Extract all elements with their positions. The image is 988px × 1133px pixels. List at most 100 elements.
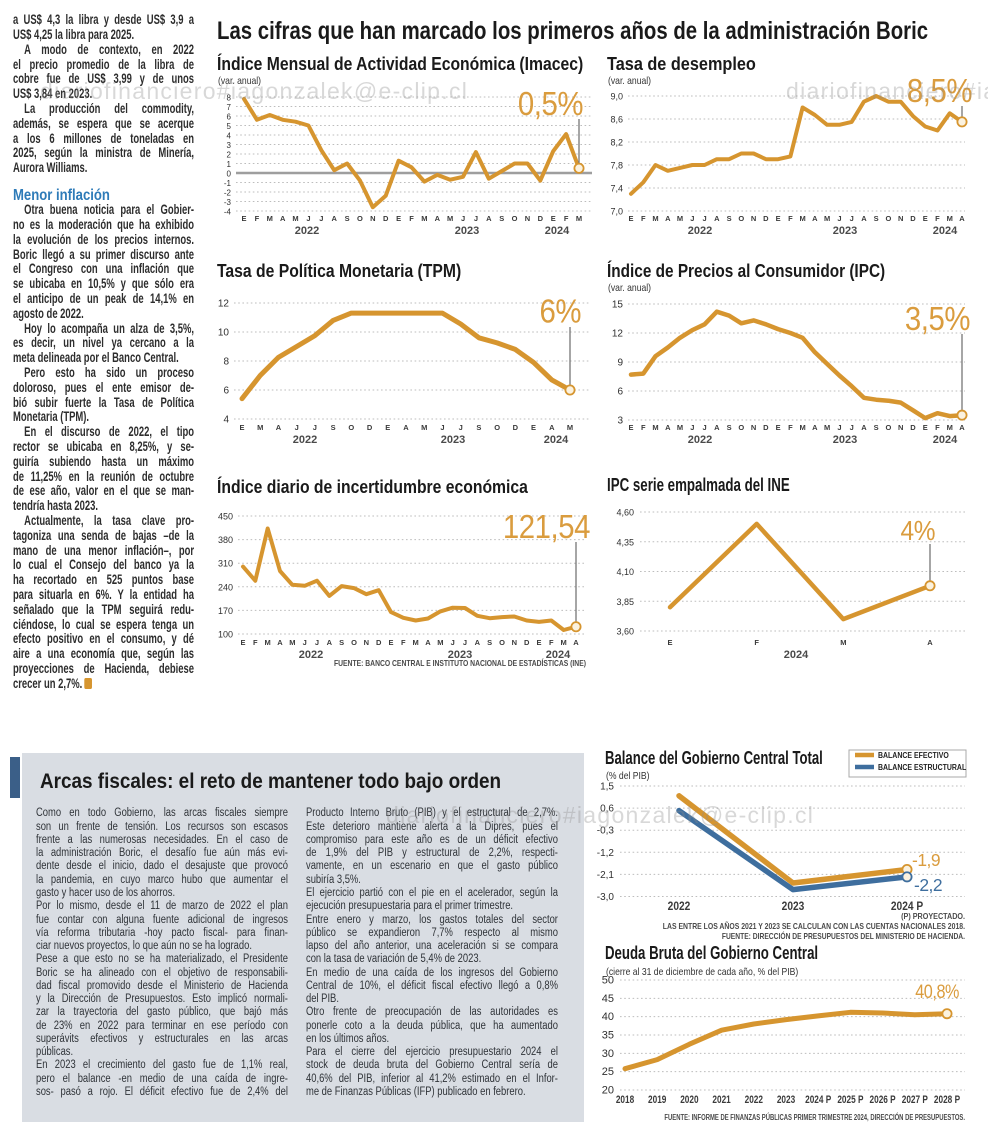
x-tick-label: F xyxy=(935,423,940,432)
y-tick-label: 30 xyxy=(602,1048,614,1060)
fiscal-box-line: Producto Interno Bruto (PIB) y el estruc… xyxy=(306,807,558,820)
fiscal-box-line: Este deterioro mantiene alerta a la Dipr… xyxy=(306,820,558,833)
x-tick-label: F xyxy=(409,214,414,223)
article-line: proyecciones de Hacienda, debiese xyxy=(13,661,195,676)
x-tick-label: J xyxy=(837,214,841,223)
x-tick-label: D xyxy=(376,638,382,647)
chart-subtitle: (var. anual) xyxy=(608,75,651,87)
x-tick-label: E xyxy=(923,423,928,432)
y-tick-label: 20 xyxy=(602,1085,614,1097)
x-tick-label: E xyxy=(239,423,244,432)
y-tick-label: 3,60 xyxy=(616,627,634,637)
article-line: señalado que la TPM seguirá redu- xyxy=(13,601,195,617)
fiscal-box-line: En 2023 el crecimiento del gasto fue de … xyxy=(36,1059,288,1072)
x-tick-label: M xyxy=(421,423,427,432)
x-tick-label: A xyxy=(927,638,933,647)
x-tick-label: F xyxy=(255,214,260,223)
y-tick-label: -2,1 xyxy=(597,870,615,881)
x-tick-label: 2025 P xyxy=(837,1094,864,1106)
x-tick-label: O xyxy=(886,214,892,223)
y-tick-label: 15 xyxy=(612,300,624,311)
chart-subtitle: (% del PIB) xyxy=(606,770,650,782)
article-line: Aurora Williams. xyxy=(13,160,88,176)
end-point-marker xyxy=(956,116,968,128)
x-tick-label: M xyxy=(652,214,658,223)
x-tick-label: N xyxy=(525,214,530,223)
fiscal-box-line: Otro frente de preocupación de las autor… xyxy=(306,1006,558,1019)
end-point-marker xyxy=(901,871,913,883)
fiscal-box-line: ejecución presupuestaria para el primer … xyxy=(306,900,514,913)
chart-title: Índice Mensual de Actividad Económica (I… xyxy=(217,53,583,75)
x-tick-label: O xyxy=(499,638,505,647)
chart-source-note: LAS ENTRE LOS AÑOS 2021 Y 2023 SE CALCUL… xyxy=(663,921,965,931)
x-tick-label: 2024 P xyxy=(805,1094,832,1106)
fiscal-box-line: pero el balance -en medio de una caída d… xyxy=(36,1072,288,1085)
article-line: A modo de contexto, en 2022 xyxy=(24,41,195,57)
y-tick-label: 4,60 xyxy=(616,508,634,518)
y-tick-label: 380 xyxy=(218,535,233,545)
y-tick-label: 3,85 xyxy=(616,597,634,607)
fiscal-box-line: superávits efectivos y estructurales en … xyxy=(36,1032,288,1045)
x-tick-label: N xyxy=(751,423,756,432)
year-label: 2024 xyxy=(545,225,570,237)
x-tick-label: 2018 xyxy=(616,1094,635,1106)
chart-title: Tasa de Política Monetaria (TPM) xyxy=(217,260,461,282)
series-line xyxy=(239,310,573,402)
y-tick-label: 0,6 xyxy=(600,804,614,815)
chart-source-note: FUENTE: INFORME DE FINANZAS PÚBLICAS PRI… xyxy=(664,1112,965,1122)
chart-ipc-empalmada: 4,60 4,35 4,10 3,85 3,60 E F M A 2024 IPC serie em… xyxy=(607,475,965,661)
x-tick-label: E xyxy=(667,638,672,647)
fiscal-box-line: El ejercicio partió con el pie en el ace… xyxy=(306,886,558,899)
x-tick-label: A xyxy=(475,638,481,647)
x-tick-label: A xyxy=(573,638,579,647)
x-tick-label: J xyxy=(303,638,307,647)
fiscal-box-line: Como en todo Gobierno, las arcas fiscale… xyxy=(36,807,288,820)
x-tick-label: S xyxy=(339,638,344,647)
y-tick-label: 450 xyxy=(218,512,233,522)
y-tick-label: 4 xyxy=(227,132,232,141)
x-tick-label: S xyxy=(499,214,504,223)
x-tick-label: O xyxy=(738,423,744,432)
article-line: Hoy lo acompaña un alza de 3,5%, xyxy=(24,320,195,336)
x-tick-label: M xyxy=(947,423,953,432)
fiscal-box-line: dente desde el inicio, dado el desajuste… xyxy=(36,860,288,873)
article-line: crecer un 2,7%. xyxy=(13,676,194,692)
x-tick-label: J xyxy=(702,423,706,432)
fiscal-box-line: frente a las numerosas necesidades. En e… xyxy=(36,833,288,846)
x-tick-label: F xyxy=(253,638,258,647)
chart-title: IPC serie empalmada del INE xyxy=(607,475,790,496)
fiscal-box-column-1: Como en todo Gobierno, las arcas fiscale… xyxy=(36,807,288,1099)
article-line: efecto positivo en el consumo, y dé xyxy=(13,631,195,647)
x-tick-label: D xyxy=(367,423,373,432)
x-tick-label: D xyxy=(910,423,916,432)
fiscal-box-line: del PIB. xyxy=(306,993,339,1006)
fiscal-box-line: son un frente de tensión. Los recursos s… xyxy=(36,820,288,833)
y-tick-label: 2 xyxy=(227,151,232,160)
article-line: se ubicaba en 10,5% y que sólo era xyxy=(13,276,195,292)
x-tick-label: F xyxy=(641,214,646,223)
chart-source-note: FUENTE: BANCO CENTRAL E INSTITUTO NACION… xyxy=(334,658,586,668)
x-tick-label: E xyxy=(385,423,390,432)
x-tick-label: N xyxy=(364,638,369,647)
y-tick-label: 240 xyxy=(218,582,233,592)
y-tick-label: 8 xyxy=(223,357,229,368)
y-tick-label: 6 xyxy=(223,386,229,397)
fiscal-box-line: públicas. xyxy=(36,1046,74,1059)
year-label: 2024 xyxy=(933,434,958,446)
fiscal-box-line: ponerle coto a la deuda pública, que ha … xyxy=(306,1019,558,1032)
x-tick-label: M xyxy=(289,638,295,647)
x-tick-label: M xyxy=(561,638,567,647)
y-tick-label: 50 xyxy=(602,975,614,987)
x-tick-label: M xyxy=(567,423,573,432)
fiscal-box: Arcas fiscales: el reto de mantener todo… xyxy=(22,753,584,1122)
x-tick-label: D xyxy=(383,214,389,223)
fiscal-box-line: público se expandieron 7,7% respecto al … xyxy=(306,926,558,939)
x-tick-label: M xyxy=(947,214,953,223)
y-tick-label: -1,2 xyxy=(597,848,615,859)
article-line: ciéndose, lo cual se espera tenga un xyxy=(13,616,195,632)
year-label: 2022 xyxy=(688,225,712,237)
article-line: la evolución de los precios internos. xyxy=(13,231,195,247)
